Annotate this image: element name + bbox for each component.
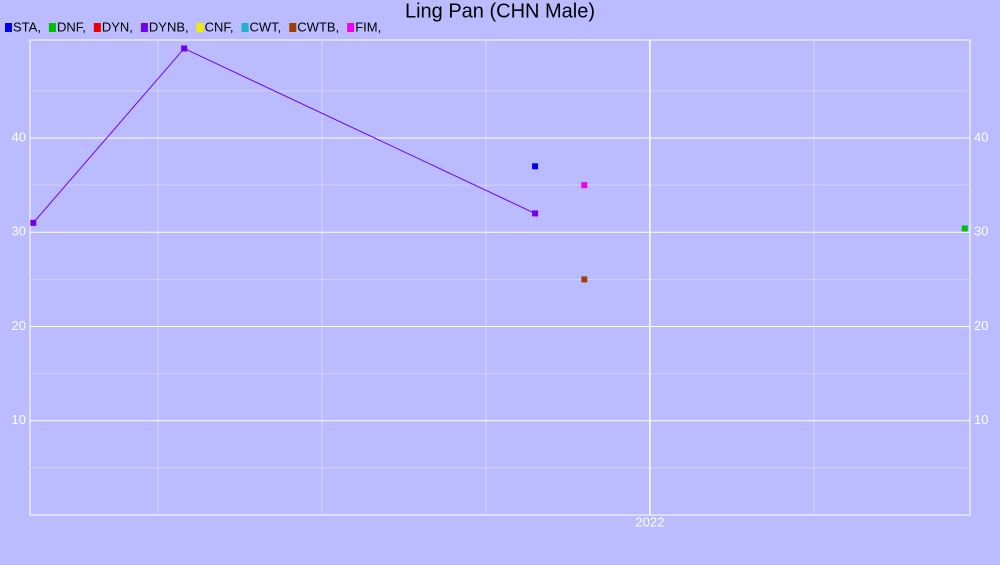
legend-label: DYN, (102, 19, 133, 34)
legend-label: DYNB, (149, 19, 189, 34)
y-tick-label: 30 (12, 224, 26, 239)
data-point (581, 276, 588, 283)
chart-title: Ling Pan (CHN Male) (405, 0, 595, 22)
legend-swatch (241, 23, 249, 32)
y-tick-label: 20 (12, 318, 26, 333)
legend-label: CWTB, (297, 19, 339, 34)
legend-label: CNF, (205, 19, 234, 34)
data-point (961, 225, 968, 232)
y-tick-label: 40 (12, 129, 26, 144)
y-tick-label: 10 (12, 412, 26, 427)
legend-swatch (5, 23, 12, 32)
y-tick-label-right: 20 (974, 318, 988, 333)
series-line (32, 47, 536, 224)
data-point (532, 163, 539, 170)
legend-swatch (48, 23, 56, 32)
y-tick-label-right: 30 (974, 224, 988, 239)
y-tick-label-right: 10 (974, 412, 988, 427)
x-tick-label: 2022 (635, 514, 664, 529)
legend-label: STA, (13, 19, 41, 34)
y-tick-label-right: 40 (974, 129, 988, 144)
plot-frame (29, 39, 971, 516)
legend-label: CWT, (250, 19, 282, 34)
legend-swatch (93, 23, 101, 32)
data-point (181, 45, 188, 52)
data-point (532, 210, 539, 217)
legend-swatch (196, 23, 204, 32)
data-point (30, 219, 37, 226)
data-point (581, 182, 588, 189)
legend-swatch (289, 23, 297, 32)
legend-label: DNF, (57, 19, 86, 34)
legend-swatch (347, 23, 355, 32)
legend-label: FIM, (355, 19, 381, 34)
legend-swatch (140, 23, 148, 32)
